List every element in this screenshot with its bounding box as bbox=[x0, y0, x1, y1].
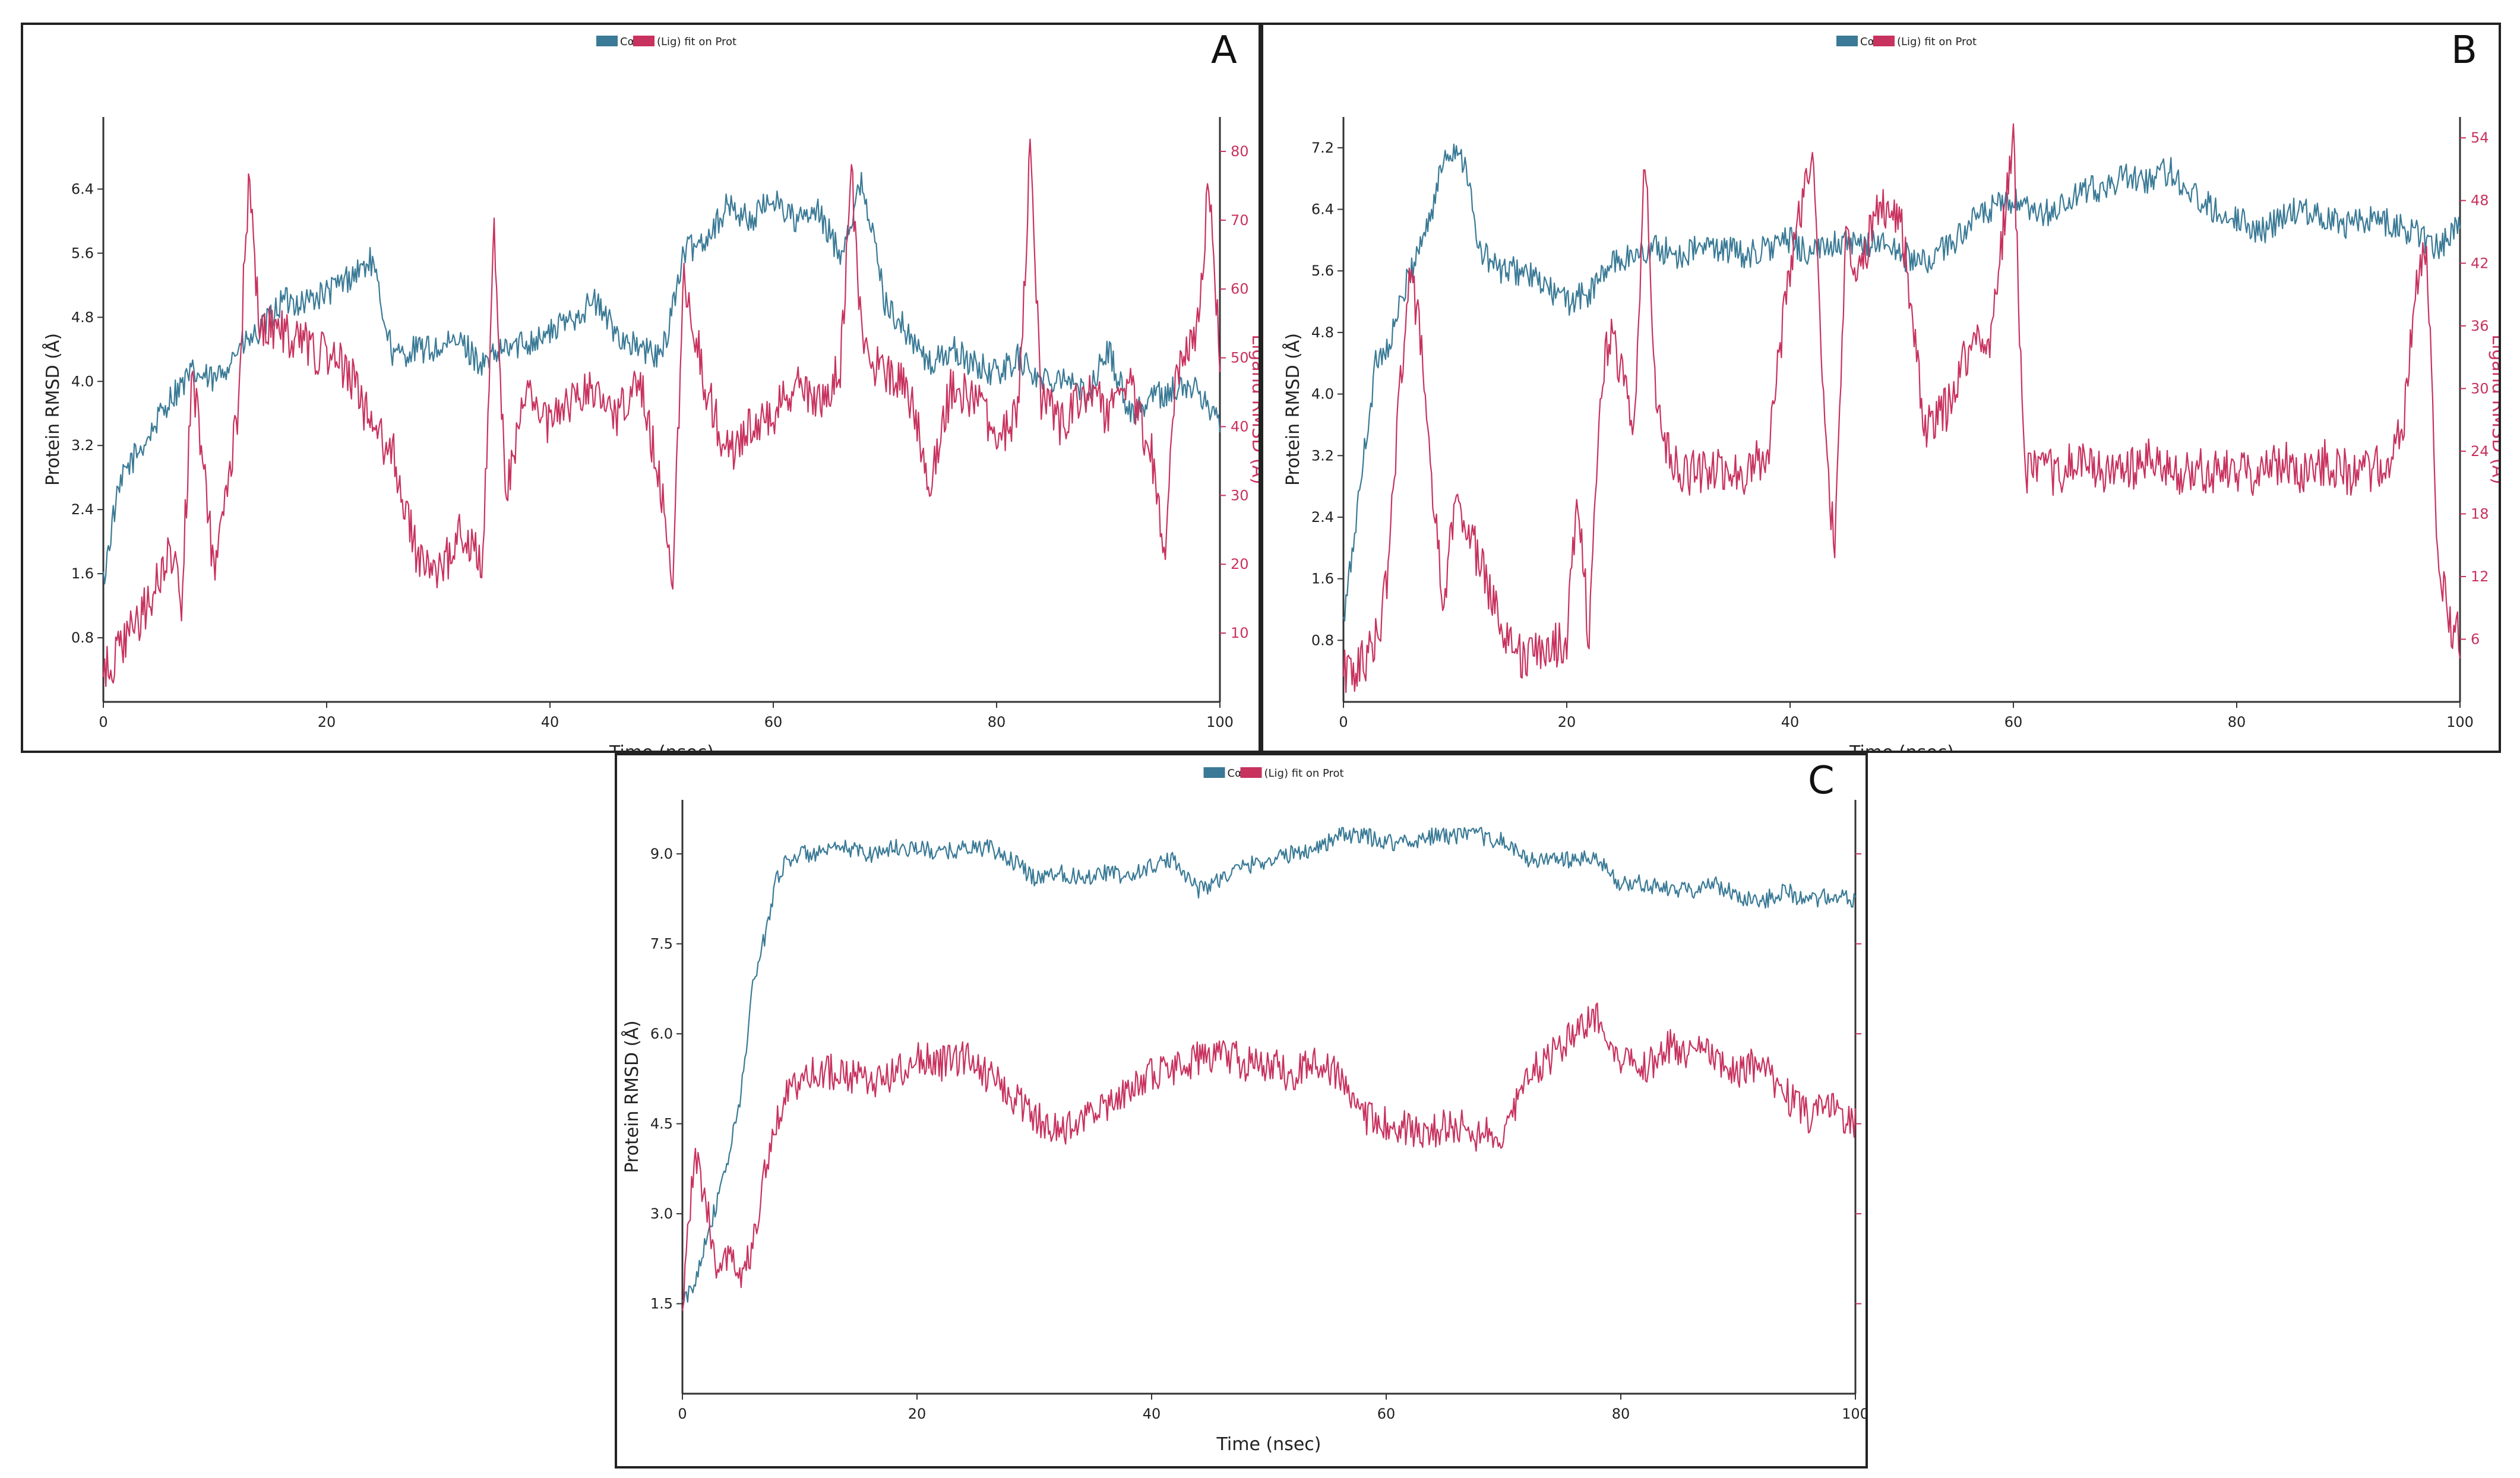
right-y-axis-label: Ligand RMSD (Å) bbox=[2488, 334, 2499, 484]
right-y-tick-label: 30 bbox=[2471, 380, 2489, 397]
x-tick-label: 60 bbox=[1377, 1406, 1396, 1422]
right-y-tick-label: 12 bbox=[2471, 568, 2489, 585]
legend-protein-label: Cα bbox=[1860, 36, 1874, 48]
legend-protein-swatch bbox=[596, 36, 618, 46]
right-y-tick-label: 18 bbox=[2471, 505, 2489, 522]
ligand-rmsd-line bbox=[1342, 123, 2461, 694]
left-y-tick-label: 3.2 bbox=[71, 437, 94, 454]
right-y-tick-label: 50 bbox=[1231, 350, 1249, 366]
left-y-axis-label: Protein RMSD (Å) bbox=[42, 333, 64, 486]
x-tick-label: 40 bbox=[1143, 1406, 1161, 1422]
left-y-tick-label: 1.6 bbox=[71, 565, 94, 582]
right-y-tick-label: 70 bbox=[1231, 212, 1249, 229]
rmsd-chart-b: 0 20 40 60 80 100 0.8 1.6 2.4 3.2 4.0 4.8 5.6 6.4 7.2 6… bbox=[1282, 36, 2499, 751]
left-y-tick-label: 2.4 bbox=[71, 501, 94, 518]
rmsd-chart-c: 0204060801001.53.04.56.07.59.01.534.567.… bbox=[621, 767, 1866, 1455]
x-tick-label: 40 bbox=[541, 714, 559, 730]
x-tick-label: 60 bbox=[2004, 714, 2023, 730]
chart-panel-c: 0204060801001.53.04.56.07.59.01.534.567.… bbox=[615, 753, 1868, 1468]
legend-ligand-label: (Lig) fit on Prot bbox=[1264, 767, 1344, 780]
right-y-tick-label: 24 bbox=[2471, 443, 2489, 460]
x-tick-label: 0 bbox=[99, 714, 107, 730]
legend-protein-swatch bbox=[1836, 36, 1858, 46]
legend-ligand-swatch bbox=[633, 36, 654, 46]
protein-rmsd-line bbox=[1342, 143, 2461, 622]
rmsd-chart-a: 0 20 40 60 80 100 0.8 1.6 2.4 3.2 4.0 4.8 5.6 6.4 10 20… bbox=[42, 36, 1259, 751]
x-tick-label: 100 bbox=[2446, 714, 2474, 730]
right-y-tick-label: 60 bbox=[1231, 281, 1249, 298]
x-tick-label: 0 bbox=[1339, 714, 1348, 730]
x-tick-label: 20 bbox=[318, 714, 336, 730]
x-tick-label: 80 bbox=[2228, 714, 2246, 730]
x-tick-label: 100 bbox=[1206, 714, 1234, 730]
left-y-tick-label: 9.0 bbox=[650, 846, 673, 862]
x-tick-label: 20 bbox=[908, 1406, 927, 1422]
x-axis-label: Time (nsec) bbox=[609, 742, 714, 751]
x-tick-label: 20 bbox=[1558, 714, 1576, 730]
legend-ligand-swatch bbox=[1240, 767, 1262, 778]
left-y-tick-label: 3.2 bbox=[1311, 447, 1334, 464]
left-y-tick-label: 5.6 bbox=[1311, 262, 1334, 279]
right-y-axis-label: Ligand RMSD (Å) bbox=[1248, 334, 1259, 484]
panel-label-b: B bbox=[2451, 29, 2477, 72]
chart-panel-a: 0 20 40 60 80 100 0.8 1.6 2.4 3.2 4.0 4.8 5.6 6.4 10 20… bbox=[21, 23, 1261, 753]
x-tick-label: 80 bbox=[1612, 1406, 1630, 1422]
left-y-tick-label: 4.0 bbox=[71, 373, 94, 390]
x-tick-label: 0 bbox=[678, 1406, 687, 1422]
chart-panel-b: 0 20 40 60 80 100 0.8 1.6 2.4 3.2 4.0 4.8 5.6 6.4 7.2 6… bbox=[1261, 23, 2501, 753]
legend-ligand-swatch bbox=[1873, 36, 1895, 46]
left-y-tick-label: 7.5 bbox=[650, 935, 673, 952]
legend-protein-swatch bbox=[1203, 767, 1225, 778]
x-axis-label: Time (nsec) bbox=[1849, 742, 1954, 751]
right-y-tick-label: 80 bbox=[1231, 143, 1249, 160]
left-y-tick-label: 6.0 bbox=[650, 1026, 673, 1042]
right-y-tick-label: 10 bbox=[1231, 625, 1249, 641]
right-y-tick-label: 48 bbox=[2471, 192, 2489, 209]
panel-label-c: C bbox=[1808, 759, 1835, 803]
x-tick-label: 80 bbox=[988, 714, 1006, 730]
left-y-tick-label: 1.6 bbox=[1311, 571, 1334, 587]
left-y-axis-label: Protein RMSD (Å) bbox=[621, 1020, 643, 1173]
right-y-tick-label: 30 bbox=[1231, 487, 1249, 504]
left-y-tick-label: 4.8 bbox=[71, 309, 94, 325]
x-tick-label: 100 bbox=[1842, 1406, 1866, 1422]
right-y-tick-label: 40 bbox=[1231, 418, 1249, 435]
left-y-tick-label: 5.6 bbox=[71, 245, 94, 261]
legend-ligand-label: (Lig) fit on Prot bbox=[657, 36, 736, 48]
left-y-tick-label: 4.5 bbox=[650, 1115, 673, 1132]
x-axis-label: Time (nsec) bbox=[1216, 1434, 1321, 1455]
left-y-tick-label: 1.5 bbox=[650, 1295, 673, 1312]
protein-rmsd-line bbox=[681, 827, 1857, 1304]
right-y-tick-label: 42 bbox=[2471, 255, 2489, 271]
left-y-tick-label: 2.4 bbox=[1311, 509, 1334, 526]
legend-ligand-label: (Lig) fit on Prot bbox=[1897, 36, 1977, 48]
protein-rmsd-line bbox=[102, 172, 1221, 585]
left-y-tick-label: 7.2 bbox=[1311, 140, 1334, 156]
right-y-tick-label: 20 bbox=[1231, 556, 1249, 572]
x-tick-label: 40 bbox=[1781, 714, 1800, 730]
left-y-tick-label: 0.8 bbox=[1311, 632, 1334, 648]
left-y-tick-label: 0.8 bbox=[71, 629, 94, 646]
right-y-tick-label: 54 bbox=[2471, 129, 2489, 146]
x-tick-label: 60 bbox=[764, 714, 783, 730]
left-y-tick-label: 4.8 bbox=[1311, 324, 1334, 341]
ligand-rmsd-line bbox=[681, 1002, 1857, 1311]
ligand-rmsd-line bbox=[102, 138, 1221, 687]
left-y-tick-label: 4.0 bbox=[1311, 386, 1334, 403]
panel-label-a: A bbox=[1211, 29, 1237, 72]
right-y-tick-label: 6 bbox=[2471, 631, 2480, 647]
left-y-tick-label: 6.4 bbox=[1311, 201, 1334, 218]
left-y-tick-label: 3.0 bbox=[650, 1205, 673, 1222]
left-y-axis-label: Protein RMSD (Å) bbox=[1282, 333, 1304, 486]
left-y-tick-label: 6.4 bbox=[71, 181, 94, 197]
legend-protein-label: Cα bbox=[620, 36, 634, 48]
right-y-tick-label: 36 bbox=[2471, 318, 2489, 334]
legend-protein-label: Cα bbox=[1228, 767, 1242, 780]
